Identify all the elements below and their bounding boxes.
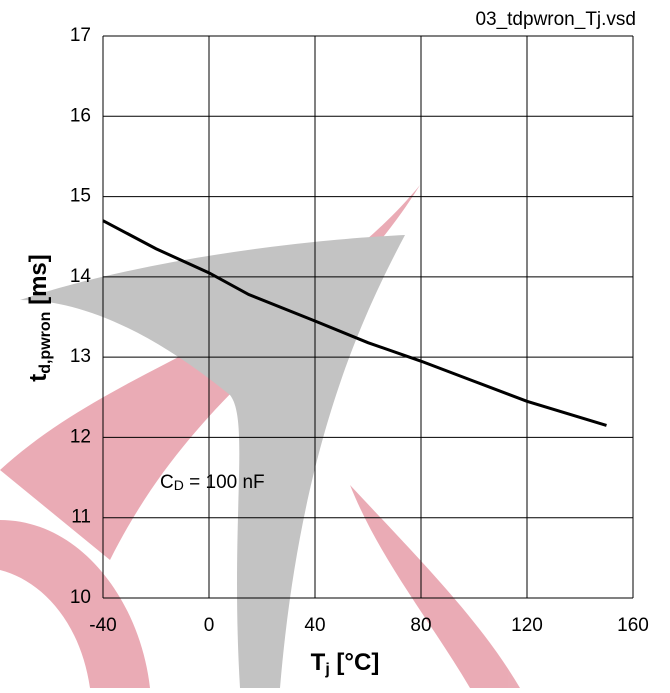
line <box>102 219 607 427</box>
watermark <box>0 185 520 688</box>
x-tick-label: 40 <box>304 615 325 636</box>
x-axis-label: Tj [°C] <box>311 649 380 678</box>
x-tick-label: 160 <box>617 615 649 636</box>
x-tick-label: -40 <box>89 615 116 636</box>
y-tick-label: 16 <box>70 105 91 126</box>
x-tick-label: 0 <box>204 615 215 636</box>
annotation-sub: D <box>174 477 184 493</box>
y-tick-label: 13 <box>70 346 91 367</box>
y-tick-label: 15 <box>70 186 91 207</box>
x-label-main: T <box>311 649 326 676</box>
y-tick-label: 10 <box>70 587 91 608</box>
annotation-rest: = 100 nF <box>184 472 265 493</box>
annotation: CD = 100 nF <box>160 472 265 493</box>
y-label-main: t <box>25 374 52 382</box>
y-label-sub: d,pwron <box>37 312 54 374</box>
y-tick-label: 12 <box>70 426 91 447</box>
chart-title: 03_tdpwron_Tj.vsd <box>475 9 636 30</box>
y-tick-label: 17 <box>70 25 91 46</box>
y-label-rest: [ms] <box>25 254 52 311</box>
x-label-sub: j <box>324 661 329 678</box>
y-tick-label: 14 <box>70 266 92 287</box>
annotation-main: C <box>160 472 174 493</box>
x-label-rest: [°C] <box>330 649 380 676</box>
x-tick-label: 80 <box>410 615 431 636</box>
y-axis-label: td,pwron [ms] <box>25 254 54 382</box>
y-tick-label: 11 <box>71 507 91 528</box>
x-tick-label: 120 <box>511 615 543 636</box>
